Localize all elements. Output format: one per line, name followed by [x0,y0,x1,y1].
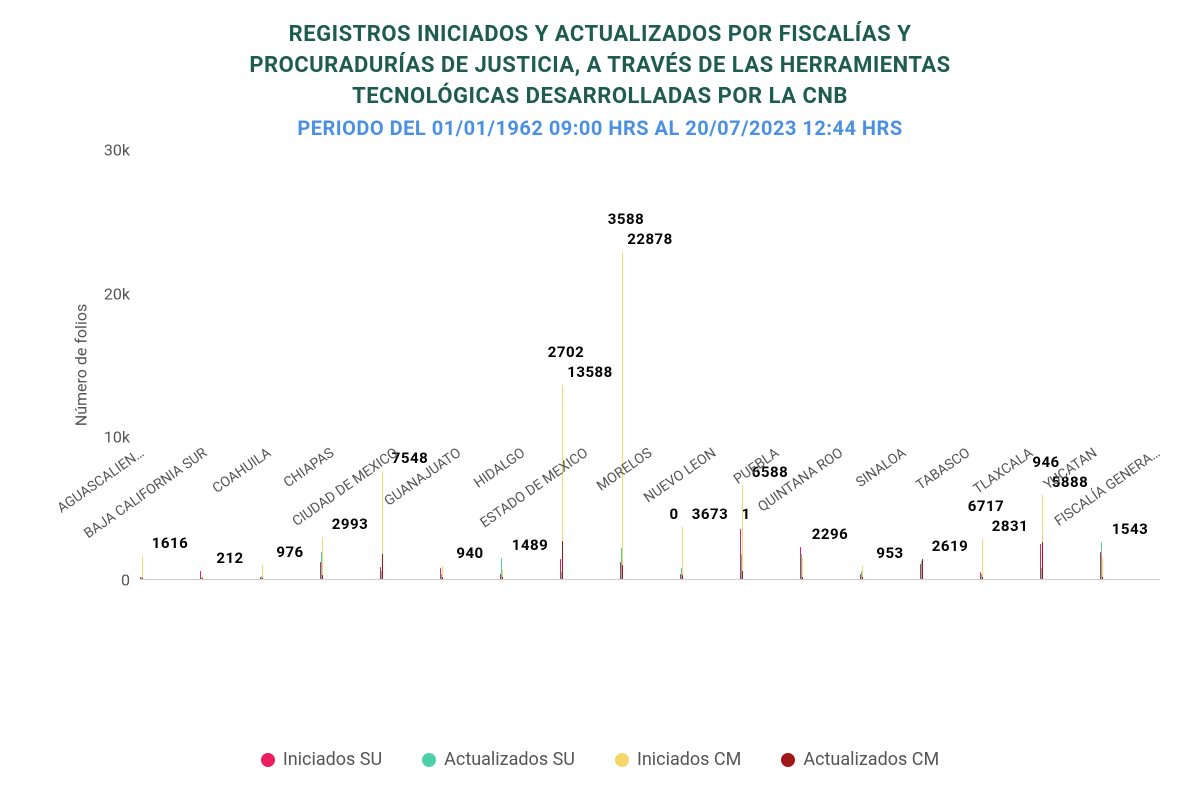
legend-item[interactable]: Iniciados SU [261,749,382,770]
x-tick-label: ESTADO DE MEXICO [478,445,592,531]
legend-label: Actualizados SU [444,749,575,770]
x-tick-label: FISCALÍA GENERA… [1052,445,1163,530]
legend-item[interactable]: Iniciados CM [615,749,741,770]
legend-label: Iniciados CM [637,749,741,770]
title-line-1: REGISTROS INICIADOS Y ACTUALIZADOS POR F… [289,22,912,47]
x-tick-label: CIUDAD DE MEXICO [290,445,402,530]
bar-value-label-extra: 2702 [548,343,584,361]
chart-title: REGISTROS INICIADOS Y ACTUALIZADOS POR F… [30,20,1170,112]
x-tick-label: COAHUILA [210,445,274,497]
x-tick-label: TLAXCALA [971,445,1037,498]
x-axis-labels: AGUASCALIEN…BAJA CALIFORNIA SURCOAHUILAC… [110,445,1190,625]
legend-swatch [422,753,436,767]
x-tick-label: SINALOA [853,445,909,491]
x-tick-label: CHIAPAS [281,445,337,491]
y-tick: 10k [70,428,130,447]
legend-label: Iniciados SU [283,749,382,770]
bar-value-label: 13588 [567,363,613,381]
x-tick-label: HIDALGO [471,445,528,492]
x-tick-label: PUEBLA [731,445,782,488]
legend-swatch [261,753,275,767]
title-line-3: TECNOLÓGICAS DESARROLLADAS POR LA CNB [352,84,848,109]
bar-value-label-extra: 3588 [608,210,644,228]
bar-value-label: 22878 [627,230,673,248]
x-tick-label: MORELOS [594,445,655,495]
chart-subtitle: PERIODO DEL 01/01/1962 09:00 HRS AL 20/0… [30,116,1170,140]
legend: Iniciados SU Actualizados SU Iniciados CM A… [0,749,1200,770]
legend-label: Actualizados CM [803,749,939,770]
y-tick: 20k [70,284,130,303]
legend-swatch [781,753,795,767]
legend-item[interactable]: Actualizados CM [781,749,939,770]
legend-swatch [615,753,629,767]
legend-item[interactable]: Actualizados SU [422,749,575,770]
y-tick: 30k [70,141,130,160]
title-block: REGISTROS INICIADOS Y ACTUALIZADOS POR F… [30,20,1170,140]
x-tick-label: TABASCO [913,445,973,494]
title-line-2: PROCURADURÍAS DE JUSTICIA, A TRAVÉS DE L… [249,53,950,78]
chart-container: REGISTROS INICIADOS Y ACTUALIZADOS POR F… [0,0,1200,800]
x-tick-label: YUCATAN [1041,445,1100,493]
